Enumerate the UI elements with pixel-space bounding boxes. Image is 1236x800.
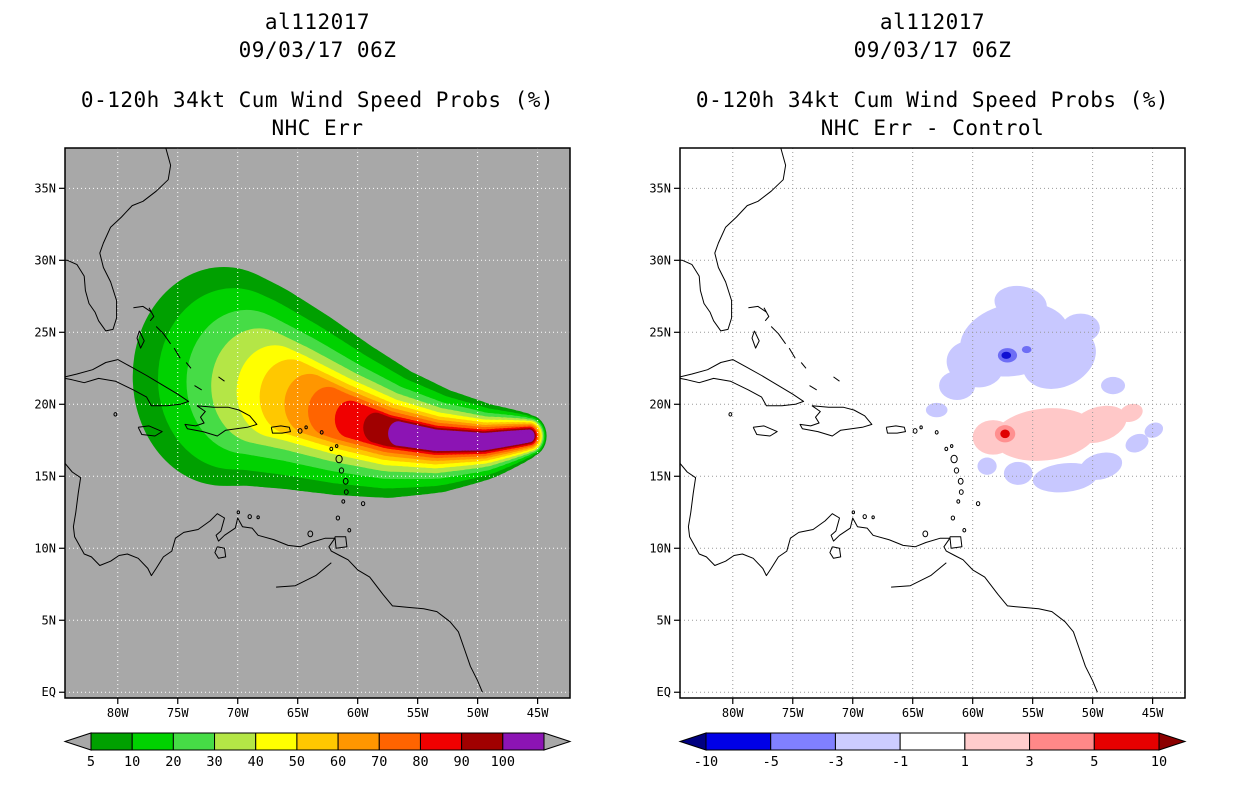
lat-tick-label: EQ	[657, 685, 671, 699]
colorbar-box	[172, 732, 216, 751]
init-time: 09/03/17 06Z	[853, 38, 1012, 62]
product-title: 0-120h 34kt Cum Wind Speed Probs (%)	[695, 88, 1170, 112]
lon-tick-label: 50W	[1082, 706, 1104, 720]
colorbar-label: -5	[763, 754, 779, 770]
map-content	[680, 148, 1185, 698]
lat-tick-label: 25N	[649, 325, 671, 339]
colorbar-box	[337, 732, 380, 751]
colorbar-label: 5	[87, 754, 95, 770]
lon-tick-label: 60W	[962, 706, 984, 720]
lat-tick-label: 15N	[34, 469, 56, 483]
colorbar-left-arrow	[63, 732, 92, 751]
map-content	[65, 148, 570, 698]
colorbar-label: 90	[454, 754, 470, 770]
colorbar-box	[502, 732, 545, 751]
colorbar-label: 60	[330, 754, 346, 770]
lon-tick-label: 65W	[287, 706, 309, 720]
storm-id: al112017	[879, 10, 986, 34]
lon-tick-label: 55W	[407, 706, 429, 720]
lat-tick-label: 10N	[34, 541, 56, 555]
colorbar-label: 3	[1026, 754, 1034, 770]
colorbar-label: 10	[1151, 754, 1167, 770]
lat-tick-label: 20N	[649, 397, 671, 411]
lat-tick-label: 25N	[34, 325, 56, 339]
colorbar-label: 20	[165, 754, 181, 770]
colorbar-box	[131, 732, 174, 751]
product-title: 0-120h 34kt Cum Wind Speed Probs (%)	[80, 88, 555, 112]
lon-tick-label: 65W	[902, 706, 924, 720]
lon-tick-label: 75W	[167, 706, 189, 720]
graticule	[680, 148, 1185, 698]
colorbar-left-arrow	[678, 732, 707, 751]
colorbar-label: 5	[1090, 754, 1098, 770]
panel-left-subtitles: 0-120h 34kt Cum Wind Speed Probs (%) NHC…	[25, 86, 584, 142]
colorbar-label: 100	[491, 754, 515, 770]
difference-map: 35N 30N 25N 20N 15N 10N 5N EQ 80W 75W 70W 65W 60W 55W…	[649, 147, 1186, 720]
colorbar-label: -1	[892, 754, 908, 770]
colorbar-box	[90, 732, 133, 751]
colorbar-box	[834, 732, 901, 751]
lon-tick-label: 45W	[527, 706, 549, 720]
panel-right-titles: al112017 09/03/17 06Z	[640, 8, 1199, 64]
panel-left-titles: al112017 09/03/17 06Z	[25, 8, 584, 64]
lat-tick-label: 35N	[34, 181, 56, 195]
lat-tick-label: 5N	[657, 613, 671, 627]
init-time: 09/03/17 06Z	[238, 38, 397, 62]
graticule	[65, 148, 570, 698]
difference-colorbar: -10 -5 -3 -1 1 3 5 10	[678, 732, 1187, 770]
colorbar-box	[1093, 732, 1160, 751]
lon-tick-label: 70W	[227, 706, 249, 720]
colorbar-label: -10	[694, 754, 718, 770]
lon-tick-label: 80W	[722, 706, 744, 720]
coastlines	[65, 148, 483, 693]
colorbar-box	[964, 732, 1031, 751]
colorbar-box	[296, 732, 339, 751]
colorbar-box	[214, 732, 257, 751]
colorbar-box	[705, 732, 772, 751]
colorbar-box	[899, 732, 966, 751]
experiment-title: NHC Err	[271, 116, 364, 140]
lon-tick-label: 60W	[347, 706, 369, 720]
lon-tick-label: 45W	[1142, 706, 1164, 720]
lon-tick-label: 70W	[842, 706, 864, 720]
lat-tick-label: 20N	[34, 397, 56, 411]
colorbar-box	[770, 732, 836, 751]
panel-difference: al112017 09/03/17 06Z 0-120h 34kt Cum Wi…	[640, 0, 1199, 776]
colorbar-box	[378, 732, 421, 751]
lat-tick-label: EQ	[42, 685, 56, 699]
panel-probability: al112017 09/03/17 06Z 0-120h 34kt Cum Wi…	[25, 0, 584, 776]
colorbar-box	[419, 732, 463, 751]
colorbar-label: 10	[124, 754, 140, 770]
colorbar-label: 80	[412, 754, 428, 770]
coastlines	[680, 148, 1098, 693]
difference-field	[925, 285, 1164, 493]
lon-tick-label: 80W	[107, 706, 129, 720]
panel-right-subtitles: 0-120h 34kt Cum Wind Speed Probs (%) NHC…	[640, 86, 1199, 142]
lat-tick-label: 10N	[649, 541, 671, 555]
lon-tick-label: 55W	[1022, 706, 1044, 720]
lon-tick-label: 75W	[782, 706, 804, 720]
storm-id: al112017	[264, 10, 371, 34]
experiment-title: NHC Err - Control	[820, 116, 1045, 140]
colorbar-right-arrow	[1158, 732, 1187, 751]
lat-tick-label: 15N	[649, 469, 671, 483]
lat-tick-label: 5N	[42, 613, 56, 627]
colorbar-right-arrow	[543, 732, 572, 751]
colorbar-box	[461, 732, 504, 751]
colorbar-box	[255, 732, 298, 751]
colorbar-label: -3	[827, 754, 843, 770]
lat-tick-label: 35N	[649, 181, 671, 195]
lon-tick-label: 50W	[467, 706, 489, 720]
colorbar-label: 40	[248, 754, 264, 770]
colorbar-label: 1	[961, 754, 969, 770]
colorbar-label: 50	[289, 754, 305, 770]
probability-map: 35N 30N 25N 20N 15N 10N 5N EQ 80W 75W 70W 65W 60W 55W…	[34, 147, 571, 720]
lat-tick-label: 30N	[649, 253, 671, 267]
colorbar-box	[1029, 732, 1095, 751]
probability-colorbar: 5 10 20 30 40 50 60 70 80 90 100	[63, 732, 572, 770]
colorbar-label: 30	[206, 754, 222, 770]
lat-tick-label: 30N	[34, 253, 56, 267]
colorbar-label: 70	[371, 754, 387, 770]
